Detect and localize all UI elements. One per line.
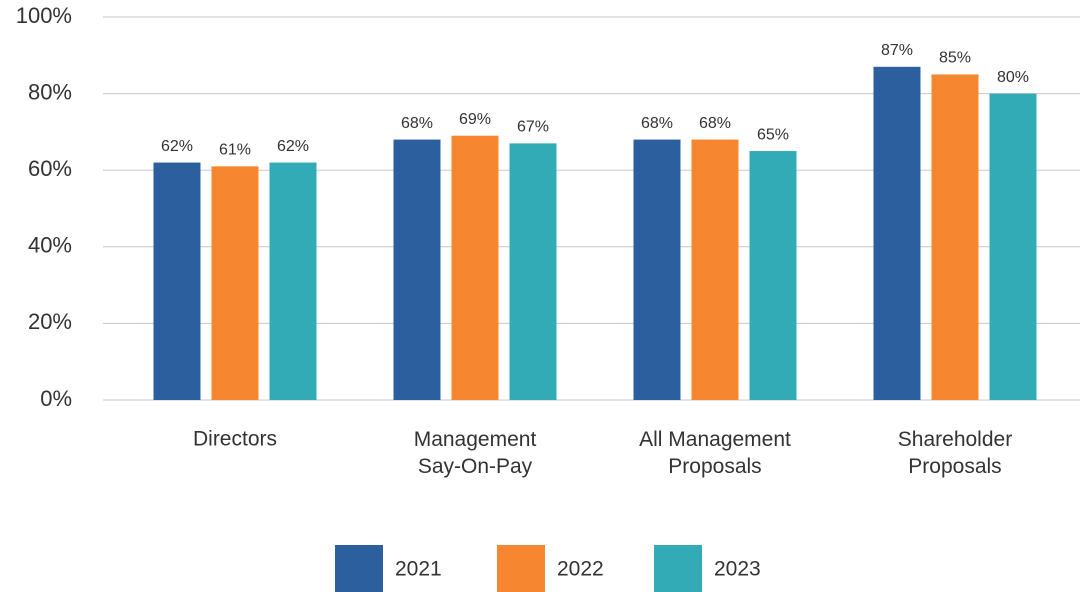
- bar: [873, 66, 921, 400]
- x-tick-label: All Management Proposals: [639, 428, 791, 478]
- value-label: 61%: [219, 142, 251, 159]
- legend-swatch: [497, 545, 545, 592]
- y-tick-label: 40%: [28, 233, 72, 258]
- bar: [153, 162, 201, 400]
- y-tick-label: 100%: [16, 3, 72, 28]
- value-label: 85%: [939, 50, 971, 67]
- bar: [749, 151, 797, 400]
- x-tick-label: Management Say-On-Pay: [414, 428, 537, 478]
- y-tick-label: 80%: [28, 79, 72, 104]
- bar: [633, 139, 681, 400]
- legend-label: 2022: [557, 558, 604, 581]
- value-label: 68%: [699, 115, 731, 132]
- bar: [269, 162, 317, 400]
- value-label: 68%: [401, 115, 433, 132]
- legend-swatch: [654, 545, 702, 592]
- value-label: 80%: [997, 69, 1029, 86]
- bar: [211, 166, 259, 400]
- bar: [691, 139, 739, 400]
- x-tick-label: Directors: [193, 428, 277, 451]
- value-label: 68%: [641, 115, 673, 132]
- value-label: 62%: [161, 138, 193, 155]
- bar: [509, 143, 557, 400]
- y-tick-label: 60%: [28, 156, 72, 181]
- bar: [989, 93, 1037, 400]
- value-label: 87%: [881, 42, 913, 59]
- value-label: 62%: [277, 138, 309, 155]
- y-tick-label: 0%: [40, 386, 72, 411]
- x-tick-label: Shareholder Proposals: [898, 428, 1012, 478]
- value-label: 65%: [757, 126, 789, 143]
- bar: [931, 74, 979, 400]
- bar: [393, 139, 441, 400]
- legend-swatch: [335, 545, 383, 592]
- y-tick-label: 20%: [28, 309, 72, 334]
- value-label: 69%: [459, 111, 491, 128]
- legend-label: 2023: [714, 558, 761, 581]
- bar: [451, 135, 499, 401]
- legend-label: 2021: [395, 558, 442, 581]
- value-label: 67%: [517, 119, 549, 136]
